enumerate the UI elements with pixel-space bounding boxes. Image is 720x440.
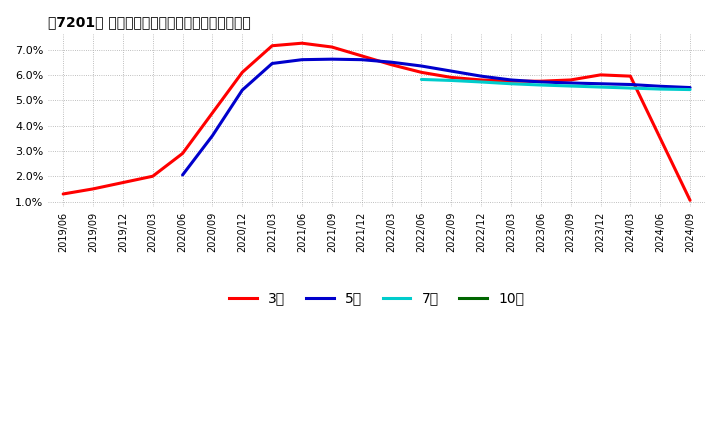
3年	[447, 75, 456, 80]
5年	[596, 81, 605, 86]
3年	[238, 70, 246, 75]
5年	[238, 88, 246, 93]
3年	[417, 70, 426, 75]
7年	[447, 78, 456, 83]
Text: 【7201】 当期純利益マージンの標準偏差の推移: 【7201】 当期純利益マージンの標準偏差の推移	[48, 15, 251, 29]
3年	[626, 73, 635, 79]
3年	[179, 151, 187, 156]
3年	[119, 180, 127, 185]
3年	[685, 198, 694, 203]
5年	[656, 84, 665, 89]
7年	[626, 85, 635, 91]
5年	[567, 81, 575, 86]
5年	[268, 61, 276, 66]
3年	[268, 43, 276, 48]
3年	[656, 136, 665, 141]
3年	[596, 72, 605, 77]
Line: 3年: 3年	[63, 43, 690, 200]
5年	[357, 57, 366, 62]
5年	[297, 57, 306, 62]
3年	[59, 191, 68, 197]
3年	[507, 79, 516, 84]
5年	[536, 79, 545, 84]
3年	[328, 44, 336, 50]
3年	[387, 62, 396, 67]
7年	[596, 84, 605, 90]
5年	[417, 63, 426, 69]
5年	[477, 73, 485, 79]
5年	[387, 59, 396, 65]
3年	[89, 186, 97, 191]
3年	[536, 79, 545, 84]
7年	[685, 87, 694, 92]
7年	[536, 82, 545, 88]
5年	[507, 77, 516, 83]
3年	[148, 174, 157, 179]
7年	[567, 84, 575, 89]
3年	[567, 77, 575, 83]
5年	[328, 56, 336, 62]
7年	[507, 81, 516, 86]
3年	[208, 110, 217, 116]
5年	[179, 172, 187, 178]
3年	[297, 40, 306, 46]
3年	[357, 53, 366, 59]
7年	[656, 86, 665, 92]
7年	[477, 79, 485, 84]
3年	[477, 77, 485, 83]
5年	[208, 133, 217, 138]
Line: 5年: 5年	[183, 59, 690, 175]
5年	[626, 82, 635, 87]
Line: 7年: 7年	[421, 80, 690, 90]
Legend: 3年, 5年, 7年, 10年: 3年, 5年, 7年, 10年	[223, 286, 530, 311]
5年	[447, 69, 456, 74]
5年	[685, 85, 694, 90]
7年	[417, 77, 426, 82]
